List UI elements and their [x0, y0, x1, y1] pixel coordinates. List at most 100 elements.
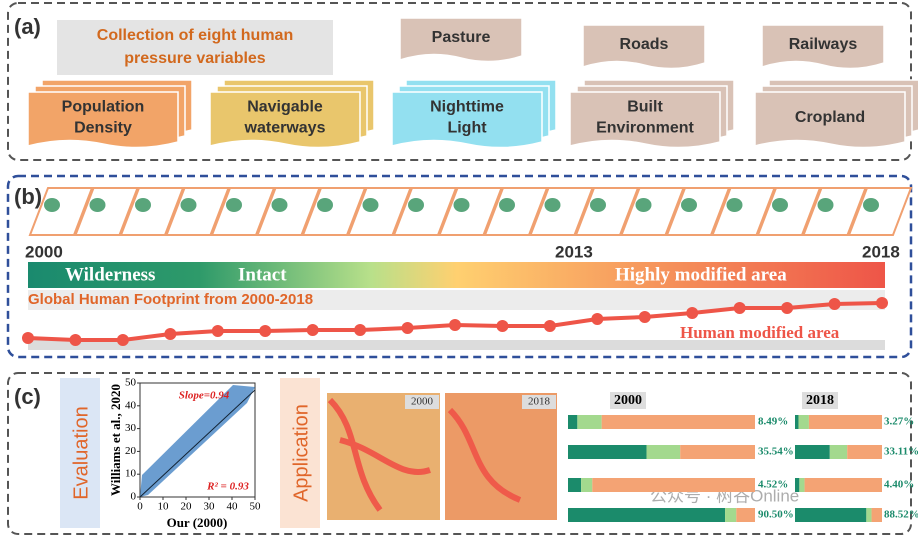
map-frame	[74, 187, 139, 236]
panel-a-title: pressure variables	[124, 50, 266, 67]
line-point	[211, 325, 224, 337]
bar-segment	[799, 478, 805, 492]
bar-segment	[795, 445, 830, 459]
variable-label: Density	[74, 120, 132, 137]
map-texture	[327, 397, 522, 512]
x-axis-label: Our (2000)	[167, 515, 228, 530]
bar-segment	[847, 445, 882, 459]
x-tick-label: 40	[227, 501, 239, 513]
panel-label: (a)	[14, 14, 41, 39]
line-point	[22, 332, 34, 344]
map-land	[863, 198, 879, 212]
slope-label: Slope=0.94	[179, 390, 230, 402]
bar-segment	[568, 478, 582, 492]
variable-card	[569, 91, 721, 149]
variable-label: waterways	[244, 120, 326, 137]
map-year-box	[405, 395, 439, 409]
line-point	[401, 322, 414, 334]
map-frame	[620, 187, 685, 236]
bar-year: 2018	[806, 393, 834, 408]
bar-segment	[866, 508, 872, 522]
map-frame	[28, 187, 94, 236]
map-land	[44, 198, 60, 212]
x-tick-label: 30	[204, 501, 216, 513]
map-land	[317, 198, 333, 212]
x-tick-label: 10	[158, 501, 170, 513]
line-point	[116, 334, 129, 346]
bar-segment	[736, 508, 755, 522]
variable-card	[391, 91, 543, 149]
bar-segment	[601, 415, 755, 429]
bar-segment	[725, 508, 737, 522]
bar-label: 4.40%	[884, 479, 914, 491]
map-year: 2018	[528, 396, 551, 408]
bar-segment	[568, 508, 726, 522]
map-land	[453, 198, 470, 212]
bar-label: 3.27%	[884, 416, 914, 428]
fit-line	[139, 389, 256, 498]
application-label: Application	[290, 404, 312, 502]
year-label: 2013	[555, 242, 593, 261]
line-point	[591, 313, 604, 325]
line-label: Human modified area	[680, 323, 840, 342]
map-frame	[847, 187, 913, 236]
bar-segment	[646, 445, 681, 459]
x-tick-label: 0	[137, 501, 143, 513]
map-frame	[483, 187, 549, 236]
map-land	[89, 198, 106, 212]
panel-a-title: Collection of eight human	[97, 27, 293, 44]
year-label: 2000	[25, 242, 63, 261]
panel-c-frame	[7, 372, 912, 535]
y-axis-label: Williams et al., 2020	[108, 384, 123, 496]
bar-segment	[808, 415, 882, 429]
variable-card	[754, 91, 906, 149]
year-box	[610, 392, 646, 409]
map-frame	[802, 187, 867, 236]
variable-label: Environment	[596, 120, 694, 137]
variable-label: Navigable	[247, 99, 323, 116]
map-land	[135, 198, 151, 212]
line-point	[496, 320, 509, 332]
map-land	[544, 198, 561, 212]
line-point	[354, 324, 367, 336]
scatter-cloud	[140, 385, 255, 497]
map-frame	[392, 187, 458, 236]
year-label: 2018	[862, 242, 900, 261]
map-frame	[574, 187, 640, 236]
map-land	[726, 198, 743, 212]
map-land	[362, 198, 379, 212]
panel-b-title: Global Human Footprint from 2000-2018	[28, 291, 313, 308]
map-land	[408, 198, 424, 212]
bar-segment	[568, 415, 578, 429]
panel-label: (c)	[14, 384, 41, 409]
title-box	[57, 20, 333, 75]
variable-card	[209, 91, 361, 149]
map-frame	[301, 187, 367, 236]
line-point	[543, 320, 556, 332]
line-point	[306, 324, 319, 336]
variable-label: Light	[447, 120, 487, 137]
map-land	[590, 198, 606, 212]
variable-label: Nighttime	[430, 99, 504, 116]
map-frame	[347, 187, 412, 236]
map-frame	[665, 187, 731, 236]
bar-segment	[680, 445, 755, 459]
variable-card	[27, 91, 179, 149]
line-point	[686, 307, 699, 319]
map-year-box	[522, 395, 556, 409]
map-year: 2000	[411, 396, 434, 408]
map-image	[445, 393, 557, 520]
bar-label: 88.52%	[884, 509, 918, 521]
bar-segment	[592, 478, 755, 492]
y-tick-label: 20	[125, 445, 137, 457]
year-box	[802, 392, 838, 409]
panel-label: (b)	[14, 184, 42, 209]
map-land	[180, 198, 197, 212]
map-land	[635, 198, 652, 212]
map-land	[499, 198, 515, 212]
bar-label: 35.54%	[758, 446, 794, 458]
variable-label: Pasture	[432, 29, 491, 46]
x-tick-label: 50	[250, 501, 262, 513]
bar-segment	[829, 445, 848, 459]
